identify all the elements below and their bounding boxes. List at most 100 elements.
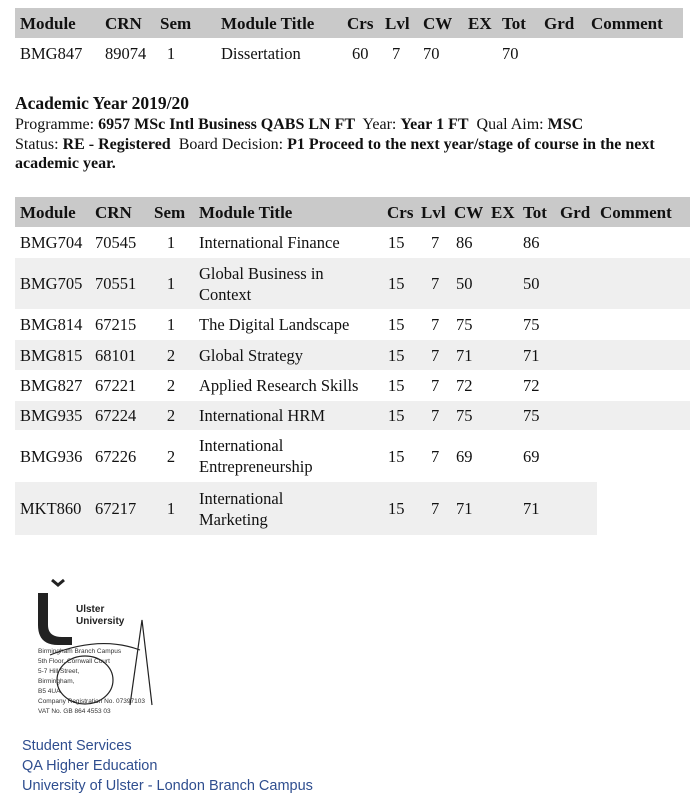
- table-row-stripe: [15, 258, 690, 309]
- svg-text:Company Registration No. 07397: Company Registration No. 07397103: [38, 698, 145, 705]
- svg-text:5th Floor, Cornwall Court: 5th Floor, Cornwall Court: [38, 658, 110, 665]
- academic-year-title: Academic Year 2019/20: [15, 93, 189, 113]
- column-header-exam: EX: [468, 13, 492, 33]
- cell-level: 7: [431, 376, 440, 395]
- svg-text:Birmingham,: Birmingham,: [38, 678, 75, 685]
- cell-coursework: 50: [456, 274, 473, 293]
- cell-semester: 1: [166, 315, 176, 334]
- cell-module-title: International Finance: [199, 233, 340, 252]
- cell-semester: 1: [166, 233, 176, 252]
- cell-level: 7: [431, 406, 440, 425]
- cell-total: 71: [523, 499, 540, 518]
- cell-crn: 70551: [95, 274, 137, 293]
- cell-coursework: 71: [456, 499, 473, 518]
- cell-semester: 1: [166, 274, 176, 293]
- status-line: Status: RE - Registered Board Decision: …: [15, 135, 695, 173]
- cell-coursework: 86: [456, 233, 473, 252]
- cell-credits: 15: [388, 376, 405, 395]
- column-header-crn: CRN: [95, 202, 132, 222]
- cell-semester: 1: [166, 499, 176, 518]
- cell-module-code: MKT860: [20, 499, 82, 518]
- cell-semester: 1: [166, 43, 176, 63]
- cell-module-code: BMG815: [20, 345, 83, 365]
- column-header-module-code: Module: [20, 13, 76, 33]
- column-header-coursework: CW: [423, 13, 453, 33]
- footer-university-campus: University of Ulster - London Branch Cam…: [22, 778, 313, 794]
- cell-module-code: BMG705: [20, 274, 83, 293]
- column-header-credits: Crs: [347, 13, 374, 33]
- footer-qa-higher-education: QA Higher Education: [22, 758, 158, 774]
- cell-total: 70: [502, 43, 519, 63]
- cell-crn: 67217: [95, 499, 137, 518]
- cell-module-code: BMG827: [20, 376, 83, 395]
- column-header-level: Lvl: [385, 13, 410, 33]
- column-header-semester: Sem: [160, 13, 192, 33]
- cell-coursework: 72: [456, 376, 473, 395]
- cell-total: 75: [523, 315, 540, 334]
- programme-value: 6957 MSc Intl Business QABS LN FT: [98, 116, 356, 133]
- cell-credits: 15: [388, 233, 405, 252]
- board-decision: P1 Proceed to the next year/stage of cou…: [15, 136, 655, 172]
- column-header-module-title: Module Title: [221, 13, 315, 33]
- cell-credits: 60: [352, 43, 369, 63]
- column-header-module-code: Module: [20, 202, 76, 222]
- cell-crn: 67226: [95, 446, 137, 466]
- cell-credits: 15: [388, 274, 405, 293]
- cell-module-title: International HRM: [199, 406, 326, 425]
- cell-module-title: International Entrepreneurship: [199, 436, 313, 476]
- table-header-row: [15, 8, 683, 38]
- cell-credits: 15: [388, 446, 405, 466]
- cell-level: 7: [431, 233, 440, 252]
- column-header-crn: CRN: [105, 13, 142, 33]
- cell-credits: 15: [388, 499, 405, 518]
- table-header-row: [15, 197, 690, 227]
- cell-crn: 67221: [95, 376, 137, 395]
- programme-line: Programme: 6957 MSc Intl Business QABS L…: [15, 115, 695, 134]
- qual-value: MSC: [547, 116, 584, 133]
- cell-module-title: International Marketing: [199, 488, 284, 529]
- column-header-exam: EX: [491, 202, 515, 222]
- cell-semester: 2: [166, 406, 176, 425]
- svg-text:Ulster: Ulster: [76, 604, 104, 615]
- cell-total: 69: [523, 446, 540, 466]
- column-header-comment: Comment: [591, 13, 663, 33]
- cell-crn: 89074: [105, 43, 147, 63]
- cell-crn: 68101: [95, 345, 137, 365]
- cell-total: 72: [523, 376, 540, 395]
- cell-total: 71: [523, 345, 540, 365]
- cell-crn: 67224: [95, 406, 137, 425]
- column-header-comment: Comment: [600, 202, 672, 222]
- column-header-total: Tot: [502, 13, 526, 33]
- column-header-total: Tot: [523, 202, 547, 222]
- cell-level: 7: [431, 446, 440, 466]
- cell-module-code: BMG814: [20, 315, 83, 334]
- column-header-grade: Grd: [560, 202, 591, 222]
- board-label: Board Decision:: [178, 136, 284, 153]
- cell-coursework: 75: [456, 315, 473, 334]
- column-header-coursework: CW: [454, 202, 484, 222]
- cell-credits: 15: [388, 345, 405, 365]
- cell-level: 7: [431, 499, 440, 518]
- programme-label: Programme:: [15, 116, 95, 133]
- column-header-grade: Grd: [544, 13, 575, 33]
- cell-module-title: Global Strategy: [199, 345, 304, 365]
- cell-module-code: BMG847: [20, 43, 83, 63]
- qual-label: Qual Aim:: [476, 116, 544, 133]
- cell-module-title: Applied Research Skills: [199, 376, 359, 395]
- cell-credits: 15: [388, 406, 405, 425]
- svg-text:University: University: [76, 616, 125, 627]
- cell-semester: 2: [166, 446, 176, 466]
- cell-coursework: 69: [456, 446, 473, 466]
- cell-level: 7: [392, 43, 401, 63]
- table-row-stripe: [15, 340, 690, 370]
- cell-module-title: The Digital Landscape: [199, 315, 350, 334]
- cell-credits: 15: [388, 315, 405, 334]
- cell-total: 50: [523, 274, 540, 293]
- svg-text:B5 4UA: B5 4UA: [38, 688, 61, 695]
- cell-level: 7: [431, 345, 440, 365]
- cell-crn: 70545: [95, 233, 137, 252]
- table-row-stripe: [15, 401, 690, 430]
- cell-semester: 2: [166, 376, 176, 395]
- cell-crn: 67215: [95, 315, 137, 334]
- svg-text:Birmingham Branch Campus: Birmingham Branch Campus: [38, 648, 122, 655]
